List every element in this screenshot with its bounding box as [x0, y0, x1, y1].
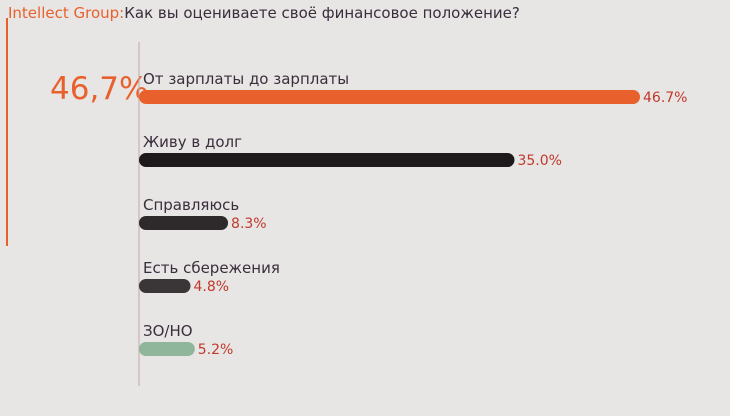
chart-header: Intellect Group:Как вы оцениваете своё ф… [8, 4, 520, 22]
bar [139, 279, 191, 293]
highlight-value: 46,7% [50, 71, 149, 107]
bar [139, 153, 515, 167]
value-label: 8.3% [231, 216, 267, 232]
category-label: ЗО/НО [143, 322, 193, 340]
brand-label: Intellect Group: [8, 4, 125, 22]
bar [139, 90, 640, 104]
bar [139, 342, 195, 356]
value-label: 5.2% [198, 342, 234, 358]
value-label: 35.0% [517, 153, 561, 169]
value-label: 4.8% [193, 279, 229, 295]
value-label: 46.7% [643, 90, 687, 106]
category-label: От зарплаты до зарплаты [143, 70, 349, 88]
category-label: Справляюсь [143, 196, 239, 214]
category-label: Живу в долг [143, 133, 242, 151]
bar [139, 216, 229, 230]
accent-line [6, 18, 8, 246]
chart-title: Как вы оцениваете своё финансовое положе… [124, 4, 520, 22]
category-label: Есть сбережения [143, 259, 280, 277]
